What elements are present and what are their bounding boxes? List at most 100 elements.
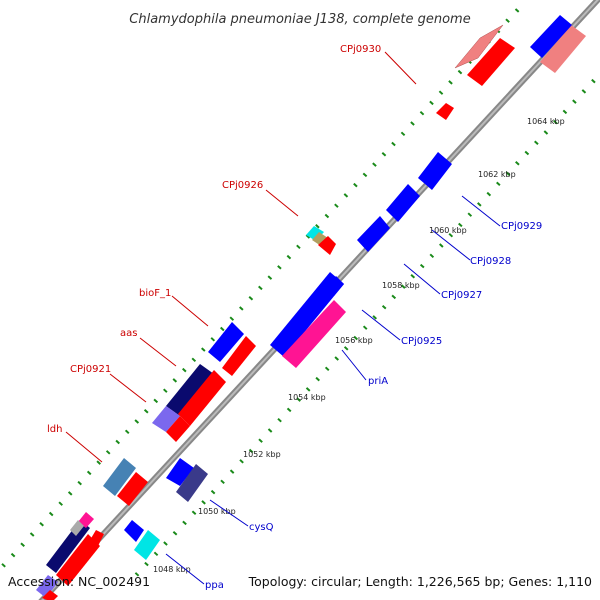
tick-mark: [353, 335, 358, 341]
gene-block[interactable]: [178, 370, 226, 426]
tick-mark: [229, 469, 235, 474]
gene-arrow[interactable]: [166, 458, 194, 486]
forward-leaders: [65, 51, 417, 463]
genome-summary-text: Topology: circular; Length: 1,226,565 bp…: [248, 574, 592, 589]
tick-mark: [201, 500, 206, 505]
tick-mark: [477, 202, 482, 207]
gene-label-ppa[interactable]: ppa: [205, 580, 224, 591]
tick-mark: [315, 224, 320, 229]
tick-mark: [591, 78, 596, 84]
tick-mark: [505, 18, 510, 23]
tick-mark: [48, 511, 54, 517]
tick-mark: [267, 428, 273, 433]
tick-mark: [514, 8, 520, 13]
tick-label-1064: 1064 kbp: [527, 117, 565, 126]
tick-mark: [210, 337, 216, 342]
gene-block[interactable]: [166, 364, 214, 416]
gene-label-CPj0930[interactable]: CPj0930: [340, 44, 381, 55]
tick-mark: [153, 398, 159, 404]
tick-mark: [182, 520, 187, 526]
tick-mark: [400, 284, 406, 289]
gene-block[interactable]: [103, 458, 136, 496]
tick-mark: [515, 161, 520, 166]
tick-mark: [572, 99, 577, 104]
gene-block[interactable]: [46, 520, 90, 573]
tick-mark: [381, 304, 387, 310]
gene-block[interactable]: [117, 472, 148, 506]
gene-block[interactable]: [282, 300, 346, 368]
gene-label-CPj0925[interactable]: CPj0925: [401, 336, 442, 347]
tick-mark: [334, 203, 339, 208]
gene-label-priA[interactable]: priA: [368, 376, 388, 387]
gene-block[interactable]: [326, 276, 344, 296]
gene-block[interactable]: [208, 322, 244, 362]
tick-mark: [248, 448, 254, 454]
tick-mark: [419, 110, 425, 116]
tick-mark: [429, 253, 435, 259]
gene-arrow[interactable]: [357, 216, 390, 252]
gene-arrow[interactable]: [386, 184, 420, 222]
gene-block[interactable]: [56, 534, 100, 586]
tick-mark: [391, 141, 396, 147]
gene-block[interactable]: [152, 406, 180, 432]
gene-arrow[interactable]: [436, 103, 454, 120]
tick-label-1052: 1052 kbp: [243, 450, 281, 459]
gene-block[interactable]: [166, 416, 190, 442]
tick-mark: [438, 90, 444, 95]
gene-block[interactable]: [42, 590, 58, 600]
tick-mark: [353, 182, 358, 188]
gene-label-ldh[interactable]: ldh: [47, 424, 62, 435]
gene-label-CPj0928[interactable]: CPj0928: [470, 256, 511, 267]
tick-mark: [248, 295, 254, 301]
tick-mark: [191, 357, 197, 363]
gene-arrow[interactable]: [124, 520, 144, 542]
tick-mark: [172, 378, 178, 383]
gene-label-aas[interactable]: aas: [120, 328, 137, 339]
gene-arrow[interactable]: [90, 530, 104, 546]
tick-mark: [258, 438, 263, 443]
tick-mark: [391, 294, 397, 300]
tick-mark: [334, 356, 339, 361]
tick-mark: [144, 561, 149, 567]
tick-labels: 1048 kbp 1050 kbp 1052 kbp 1054 kbp 1056…: [153, 117, 565, 574]
gene-block[interactable]: [306, 226, 324, 241]
gene-arrow[interactable]: [318, 236, 336, 255]
tick-mark: [324, 366, 330, 372]
gene-block[interactable]: [176, 464, 208, 502]
gene-label-CPj0921[interactable]: CPj0921: [70, 364, 111, 375]
gene-block[interactable]: [530, 15, 572, 58]
tick-mark: [10, 552, 16, 558]
tick-mark: [153, 551, 159, 557]
tick-label-1054: 1054 kbp: [288, 393, 326, 402]
gene-block[interactable]: [36, 575, 58, 598]
gene-label-CPj0927[interactable]: CPj0927: [441, 290, 482, 301]
tick-mark: [410, 274, 416, 279]
reverse-leaders: [165, 195, 501, 585]
tick-mark: [239, 459, 244, 464]
gene-block[interactable]: [134, 530, 160, 560]
tick-mark: [439, 243, 444, 248]
gene-block[interactable]: [540, 25, 586, 73]
tick-mark: [381, 152, 387, 157]
tick-mark: [134, 572, 140, 577]
tick-mark: [39, 521, 44, 527]
gene-block[interactable]: [222, 336, 256, 376]
accession-text: Accession: NC_002491: [8, 574, 150, 589]
gene-arrow[interactable]: [418, 152, 452, 190]
tick-mark: [534, 140, 539, 145]
tick-marks-outer: [1, 8, 520, 568]
gene-block[interactable]: [270, 272, 344, 357]
tick-mark: [258, 285, 263, 291]
tick-mark: [220, 479, 225, 485]
tick-mark: [124, 429, 130, 435]
tick-mark: [229, 316, 235, 321]
gene-label-CPj0926[interactable]: CPj0926: [222, 180, 263, 191]
tick-mark: [172, 530, 178, 536]
gene-label-bioF_1[interactable]: bioF_1: [139, 288, 171, 299]
gene-block[interactable]: [70, 520, 84, 536]
gene-label-cysQ[interactable]: cysQ: [249, 522, 274, 533]
gene-label-CPj0929[interactable]: CPj0929: [501, 221, 542, 232]
gene-block[interactable]: [454, 24, 504, 69]
tick-mark: [410, 121, 415, 126]
gene-block[interactable]: [467, 38, 515, 86]
